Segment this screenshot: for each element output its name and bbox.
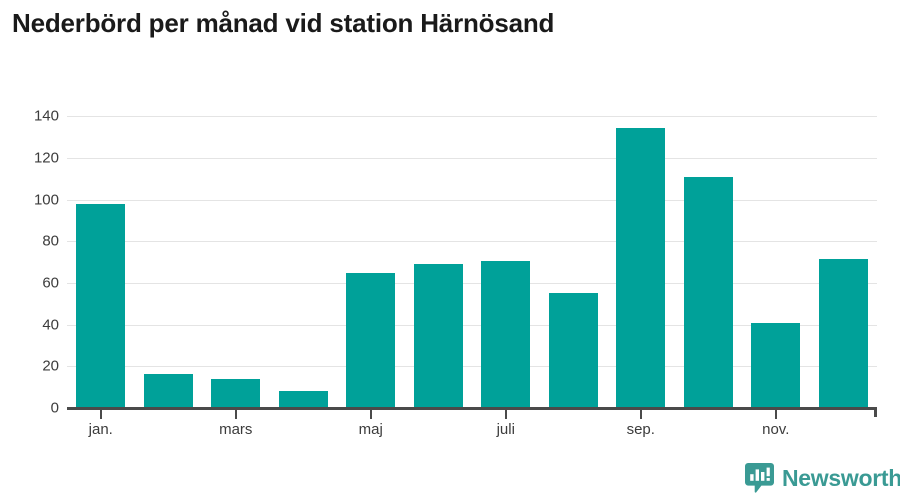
newsworthy-logo[interactable]: Newsworthy	[745, 463, 900, 493]
bar[interactable]	[751, 322, 801, 408]
bar[interactable]	[818, 259, 868, 408]
bar[interactable]	[616, 127, 666, 408]
x-axis-endcap	[874, 407, 877, 417]
gridline	[67, 366, 877, 368]
gridline	[67, 241, 877, 243]
gridline	[67, 324, 877, 326]
chart-title: Nederbörd per månad vid station Härnösan…	[12, 8, 555, 38]
x-tick-label: maj	[358, 421, 383, 438]
x-tick	[369, 410, 372, 419]
y-tick-label: 100	[33, 191, 59, 209]
y-axis: 0 20 40 60 80 100 120 140	[0, 106, 59, 417]
bar[interactable]	[413, 264, 463, 408]
gridline	[67, 158, 877, 160]
newsworthy-wordmark: Newsworthy	[782, 464, 900, 491]
y-tick-label: 40	[42, 316, 59, 334]
x-tick	[639, 410, 642, 419]
x-tick	[504, 410, 507, 419]
gridline	[67, 116, 877, 118]
x-tick-label: nov.	[762, 421, 790, 438]
y-tick-label: 20	[42, 357, 59, 375]
y-tick-label: 60	[42, 274, 59, 292]
y-tick-label: 80	[42, 232, 59, 250]
plot-area	[67, 106, 877, 408]
x-tick-label: juli	[496, 421, 515, 438]
bar[interactable]	[683, 176, 733, 408]
bar[interactable]	[143, 373, 193, 408]
x-tick	[774, 410, 777, 419]
y-tick-label: 140	[33, 107, 59, 125]
bar[interactable]	[481, 261, 531, 408]
x-tick-label: sep.	[626, 421, 655, 438]
bar[interactable]	[76, 203, 126, 408]
x-tick	[99, 410, 102, 419]
gridline	[67, 283, 877, 285]
y-tick-label: 0	[50, 399, 59, 417]
bar[interactable]	[278, 391, 328, 408]
x-axis-line	[67, 407, 877, 410]
gridline	[67, 199, 877, 201]
x-tick-label: mars	[219, 421, 253, 438]
x-tick	[234, 410, 237, 419]
bar-chart-speech-bubble-icon	[745, 463, 774, 493]
y-tick-label: 120	[33, 149, 59, 167]
bar[interactable]	[548, 293, 598, 408]
x-tick-label: jan.	[88, 421, 113, 438]
bar[interactable]	[211, 378, 261, 408]
bar[interactable]	[346, 272, 396, 408]
